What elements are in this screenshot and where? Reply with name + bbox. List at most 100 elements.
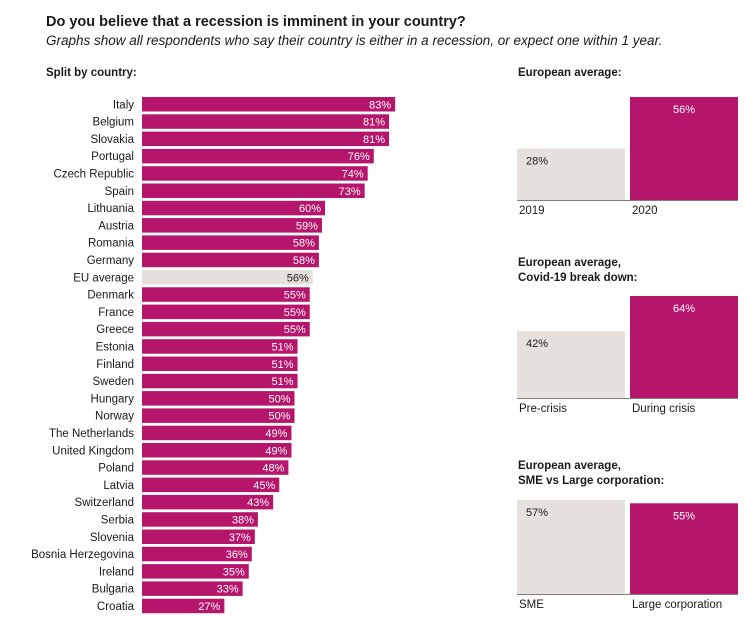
bar-value-label: 45%: [253, 480, 275, 492]
bar-value-label: 76%: [348, 151, 370, 163]
sme-value-label: 55%: [673, 510, 695, 522]
bar-sweden: [142, 373, 298, 389]
covid-bar-during-crisis: [630, 296, 738, 398]
sme-chart-label-line2: SME vs Large corporation:: [518, 475, 665, 487]
bar-finland: [142, 356, 298, 371]
sme-bar-large-corporation: [630, 503, 738, 594]
bar-the-netherlands: [142, 425, 292, 441]
bar-croatia: [142, 598, 225, 614]
country-label: Romania: [88, 238, 135, 250]
country-label: Latvia: [103, 480, 134, 492]
bar-value-label: 60%: [299, 203, 321, 215]
bar-poland: [142, 460, 289, 475]
bar-czech-republic: [142, 166, 368, 181]
covid-category-label: During crisis: [632, 403, 696, 415]
bar-latvia: [142, 477, 280, 493]
bar-bosnia-herzegovina: [142, 546, 252, 562]
covid-bar-pre-crisis: [517, 331, 625, 398]
bar-value-label: 58%: [293, 238, 315, 250]
covid-value-label: 64%: [673, 303, 695, 315]
bar-value-label: 74%: [342, 168, 364, 180]
eu-average-category-label: 2019: [519, 205, 545, 217]
covid-chart-label-line1: European average,: [518, 257, 621, 269]
bar-value-label: 83%: [369, 99, 391, 111]
bar-slovakia: [142, 131, 390, 147]
country-label: Czech Republic: [53, 168, 134, 180]
country-label: Slovenia: [90, 532, 135, 544]
bar-value-label: 49%: [265, 428, 287, 440]
bar-denmark: [142, 287, 310, 302]
bar-value-label: 50%: [268, 393, 290, 405]
bar-norway: [142, 408, 295, 423]
covid-category-label: Pre-crisis: [519, 403, 567, 415]
bar-value-label: 51%: [272, 376, 294, 388]
chart-title: Do you believe that a recession is immin…: [46, 14, 466, 30]
bar-value-label: 35%: [223, 566, 245, 578]
sme-bar-sme: [517, 500, 625, 594]
bar-france: [142, 304, 310, 320]
eu-average-value-label: 28%: [526, 156, 548, 168]
country-label: EU average: [73, 272, 134, 284]
bar-value-label: 43%: [247, 497, 269, 509]
bar-value-label: 81%: [363, 117, 385, 129]
bar-value-label: 50%: [268, 411, 290, 423]
country-label: Denmark: [87, 290, 134, 302]
bar-lithuania: [142, 200, 325, 216]
bar-belgium: [142, 114, 390, 129]
bar-value-label: 58%: [293, 255, 315, 267]
bar-romania: [142, 235, 319, 250]
sme-chart-label-line1: European average,: [518, 460, 621, 472]
bar-austria: [142, 218, 322, 233]
eu-average-bar-2019: [517, 148, 625, 200]
bar-value-label: 51%: [272, 359, 294, 371]
bar-value-label: 56%: [287, 272, 309, 284]
eu-average-category-label: 2020: [632, 205, 658, 217]
country-label: Lithuania: [87, 203, 134, 215]
sme-chart-label: European average, SME vs Large corporati…: [518, 459, 664, 489]
bar-value-label: 55%: [284, 307, 306, 319]
bar-value-label: 55%: [284, 290, 306, 302]
covid-chart-label-line2: Covid-19 break down:: [518, 272, 638, 284]
sme-value-label: 57%: [526, 507, 548, 519]
bar-serbia: [142, 512, 258, 527]
chart-subtitle: Graphs show all respondents who say thei…: [46, 33, 663, 48]
bar-value-label: 49%: [265, 445, 287, 457]
country-label: Switzerland: [75, 497, 134, 509]
country-label: Ireland: [99, 566, 134, 578]
bar-value-label: 81%: [363, 134, 385, 146]
bar-value-label: 36%: [226, 549, 248, 561]
bar-slovenia: [142, 529, 255, 544]
bar-greece: [142, 321, 310, 337]
country-label: Finland: [96, 359, 134, 371]
country-label: Bulgaria: [92, 584, 135, 596]
bar-value-label: 27%: [198, 601, 220, 613]
eu-average-chart-label: European average:: [518, 66, 622, 81]
country-label: Sweden: [92, 376, 134, 388]
country-label: Italy: [113, 99, 134, 111]
country-label: Spain: [105, 186, 134, 198]
country-label: Poland: [98, 463, 134, 475]
country-label: Slovakia: [91, 134, 135, 146]
country-label: Germany: [87, 255, 135, 267]
covid-chart-label: European average, Covid-19 break down:: [518, 256, 638, 286]
country-label: Croatia: [97, 601, 135, 613]
bar-value-label: 48%: [262, 463, 284, 475]
bar-value-label: 59%: [296, 220, 318, 232]
bar-value-label: 38%: [232, 514, 254, 526]
bar-united-kingdom: [142, 443, 292, 458]
country-label: Estonia: [96, 341, 135, 353]
bar-ireland: [142, 564, 249, 579]
bar-value-label: 33%: [217, 584, 239, 596]
country-chart-label: Split by country:: [46, 67, 137, 79]
bar-eu-average: [142, 270, 313, 285]
country-label: Greece: [96, 324, 134, 336]
country-label: France: [98, 307, 134, 319]
bar-value-label: 73%: [339, 186, 361, 198]
covid-value-label: 42%: [526, 338, 548, 350]
eu-average-value-label: 56%: [673, 104, 695, 116]
bar-switzerland: [142, 494, 274, 510]
sme-category-label: SME: [519, 599, 544, 611]
country-label: Austria: [98, 220, 134, 232]
bar-germany: [142, 252, 319, 268]
